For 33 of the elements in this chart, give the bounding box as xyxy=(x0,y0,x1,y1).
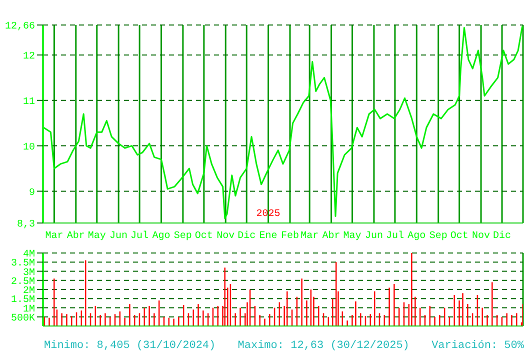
x-tick-label: Jun xyxy=(364,231,383,242)
x-tick-label: Mar xyxy=(300,231,319,242)
x-tick-label: Nov xyxy=(472,231,490,242)
x-tick-label: Jul xyxy=(386,230,404,242)
x-tick-label: Abr xyxy=(66,230,85,242)
line-series xyxy=(43,26,523,220)
text: Variación: 50% xyxy=(432,340,524,352)
text: Maximo: 12,63 (30/12/2025) xyxy=(238,340,410,352)
y-tick-label: 500K xyxy=(10,313,35,324)
x-tick-label: Sep xyxy=(174,231,192,242)
x-tick-label: Ago xyxy=(408,231,426,242)
text: Minimo: 8,405 (31/10/2024) xyxy=(44,340,216,352)
y-tick-label: 12 xyxy=(22,52,35,63)
x-tick-label: Ago xyxy=(152,231,170,242)
x-tick-label: May xyxy=(88,231,106,242)
x-tick-label: Jun xyxy=(110,231,128,242)
y-tick-label: 10 xyxy=(22,142,35,154)
x-tick-label: May xyxy=(343,231,362,242)
y-tick-label: 11 xyxy=(22,96,35,108)
x-tick-label: Feb xyxy=(280,230,300,242)
x-tick-label: Dic xyxy=(238,230,256,242)
x-tick-label: Oct xyxy=(450,231,468,242)
x-tick-label: Dic xyxy=(493,230,512,242)
x-tick-label: Abr xyxy=(322,230,340,242)
y-tick-label: 12,66 xyxy=(4,22,35,33)
x-tick-label: Mar xyxy=(45,231,64,242)
y-tick-label: 9 xyxy=(28,188,35,199)
x-tick-label: Ene xyxy=(259,231,278,242)
x-tick-label: Nov xyxy=(216,231,235,242)
x-tick-label: Oct xyxy=(194,231,213,242)
x-tick-label: Sep xyxy=(429,231,448,242)
y-tick-label: 8,3 xyxy=(16,220,35,231)
x-tick-label: Jul xyxy=(130,230,149,242)
